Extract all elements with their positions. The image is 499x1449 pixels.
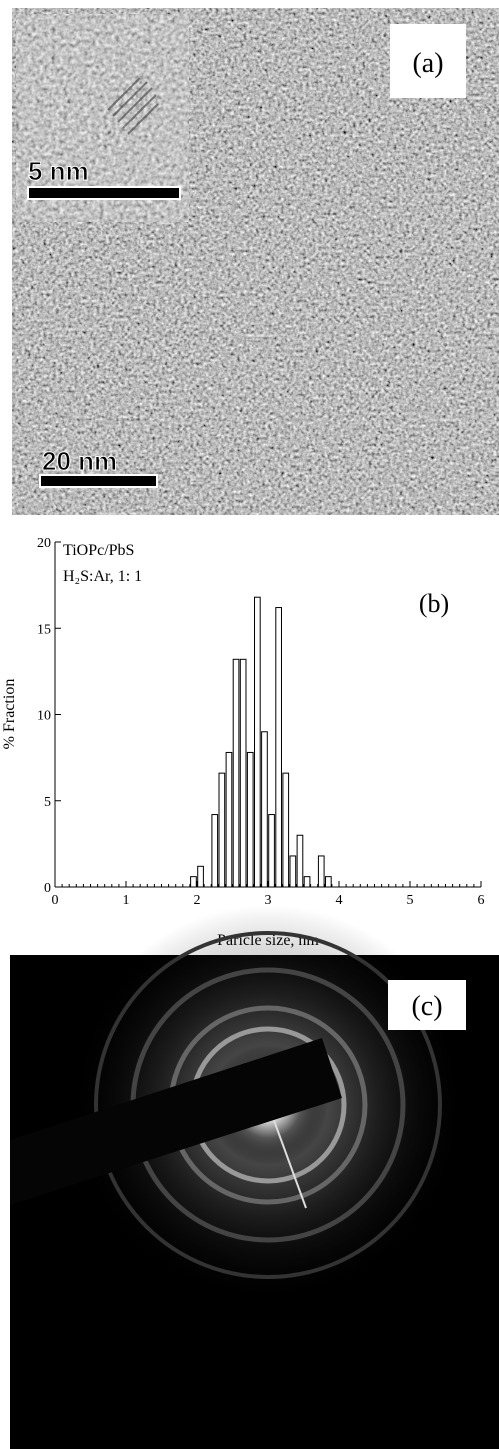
bar [325, 876, 332, 888]
scale-bar [27, 186, 181, 200]
x-tick-label: 6 [478, 893, 485, 908]
bar [239, 658, 247, 888]
bar [282, 772, 290, 888]
panel-a: (a) 5 nm 20 nm [12, 8, 499, 515]
bar [246, 751, 254, 888]
bar [225, 751, 233, 888]
bar [268, 814, 275, 888]
x-tick-label: 4 [336, 893, 343, 908]
lattice-fringes [107, 77, 159, 135]
beam-stop [10, 1038, 342, 1205]
bar [211, 814, 219, 888]
label-box [390, 24, 466, 98]
y-axis-label: % Fraction [1, 679, 18, 750]
bar [190, 876, 197, 888]
scale-label: 20 nm [42, 446, 117, 476]
x-tick-label: 2 [194, 893, 201, 908]
x-tick-label: 1 [123, 893, 130, 908]
y-tick-label: 5 [44, 795, 51, 810]
panel-c: (c) [10, 905, 499, 1449]
annotation: H₂S:Ar, 1: 1 [63, 568, 142, 585]
scale-bar [39, 474, 158, 488]
bar [218, 772, 226, 888]
bar [197, 865, 204, 888]
bar [289, 855, 297, 888]
annotation: TiOPc/PbS [63, 542, 134, 559]
label-box [388, 980, 466, 1030]
bar [261, 731, 268, 888]
histogram: TiOPc/PbS H₂S:Ar, 1: 1 (b) Paricle size,… [1, 536, 485, 949]
x-tick-label: 3 [265, 893, 272, 908]
bar [275, 607, 282, 888]
x-tick-label: 0 [52, 893, 59, 908]
y-tick-label: 20 [37, 536, 51, 551]
scale-label: 5 nm [28, 156, 89, 186]
panel-label: (b) [419, 589, 449, 618]
bar [232, 658, 240, 888]
y-tick-label: 15 [37, 622, 51, 637]
y-tick-label: 10 [37, 709, 51, 724]
bar [317, 855, 325, 888]
bar [296, 834, 304, 888]
bar [303, 876, 311, 888]
panel-label: (a) [412, 48, 443, 79]
panel-label: (c) [411, 991, 442, 1022]
x-tick-label: 5 [407, 893, 414, 908]
bar [254, 596, 261, 888]
y-tick-label: 0 [44, 881, 51, 896]
streak [271, 1114, 307, 1209]
